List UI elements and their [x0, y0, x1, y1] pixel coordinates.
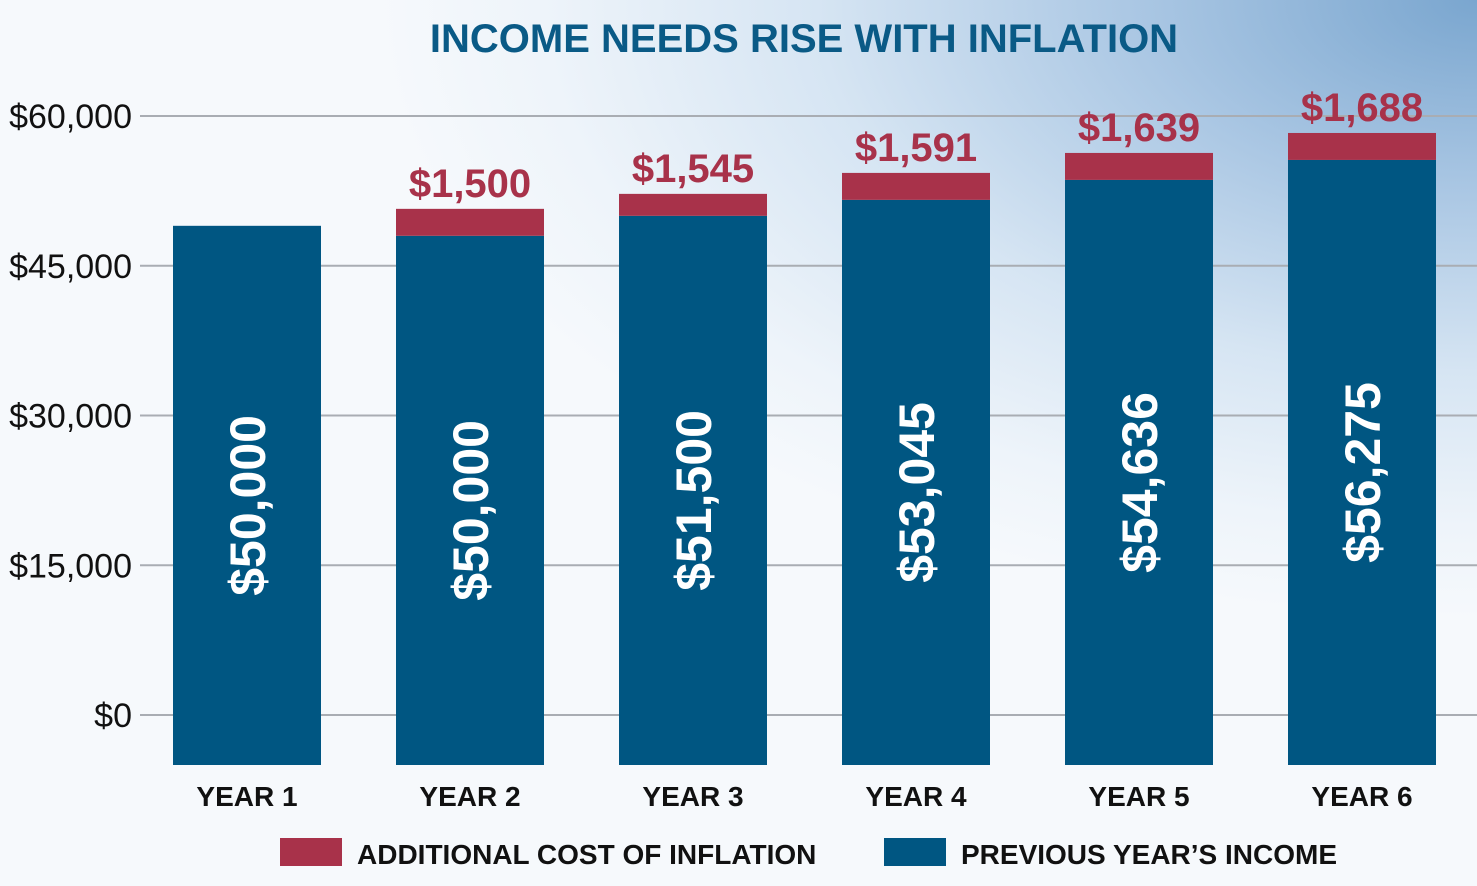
x-tick-label: YEAR 5 [1088, 781, 1189, 812]
legend: ADDITIONAL COST OF INFLATION PREVIOUS YEA… [280, 838, 1337, 870]
inflation-value-label: $1,545 [632, 147, 754, 191]
inflation-value-label: $1,639 [1078, 106, 1200, 150]
legend-label: ADDITIONAL COST OF INFLATION [357, 839, 816, 870]
bar-inflation-cost [396, 208, 544, 236]
income-value-label: $56,275 [1335, 382, 1391, 563]
y-tick-label: $45,000 [9, 248, 132, 286]
bar-previous-income [1065, 179, 1213, 766]
inflation-value-label: $1,688 [1301, 86, 1423, 130]
income-value-label: $50,000 [220, 415, 276, 596]
x-tick-label: YEAR 2 [419, 781, 520, 812]
y-tick-label: $30,000 [9, 398, 132, 436]
x-tick-label: YEAR 6 [1311, 781, 1412, 812]
bar-previous-income [1288, 159, 1436, 766]
chart-title: INCOME NEEDS RISE WITH INFLATION [430, 17, 1178, 61]
inflation-value-label: $1,591 [855, 126, 977, 170]
legend-label: PREVIOUS YEAR’S INCOME [961, 839, 1337, 870]
x-tick-label: YEAR 1 [196, 781, 297, 812]
gridlines [140, 115, 1477, 716]
income-value-label: $53,045 [889, 402, 945, 583]
x-axis: YEAR 1 YEAR 2 YEAR 3 YEAR 4 YEAR 5 YEAR 6 [196, 781, 1412, 812]
y-tick-label: $15,000 [9, 547, 132, 585]
legend-swatch [280, 838, 342, 866]
x-tick-label: YEAR 3 [642, 781, 743, 812]
bar-previous-income [396, 235, 544, 766]
income-value-label: $51,500 [666, 410, 722, 591]
bar-previous-income [619, 215, 767, 766]
bar-inflation-cost [842, 172, 990, 200]
y-tick-label: $60,000 [9, 98, 132, 136]
income-value-label: $54,636 [1112, 392, 1168, 573]
legend-swatch [884, 838, 946, 866]
bar-inflation-cost [619, 193, 767, 216]
bar-previous-income [842, 199, 990, 766]
bar-inflation-cost [1065, 152, 1213, 180]
bar-previous-income [173, 225, 321, 766]
bar-inflation-cost [1288, 132, 1436, 160]
y-axis: $0 $15,000 $30,000 $45,000 $60,000 [9, 98, 132, 735]
income-value-label: $50,000 [443, 420, 499, 601]
y-tick-label: $0 [94, 697, 132, 735]
x-tick-label: YEAR 4 [865, 781, 967, 812]
inflation-value-label: $1,500 [409, 162, 531, 206]
bars: $50,000 $1,500 $50,000 $1,545 $51,500 $1,591 $… [173, 86, 1436, 766]
